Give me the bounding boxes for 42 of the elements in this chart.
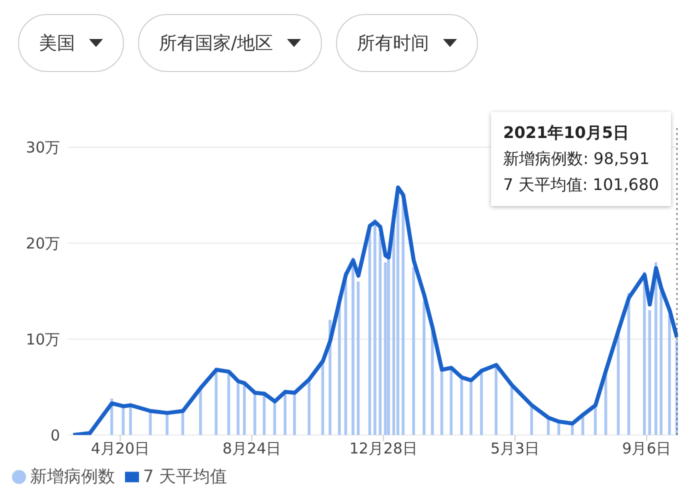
y-tick-label: 30万	[26, 138, 60, 157]
bar	[396, 186, 400, 435]
bar	[422, 300, 426, 435]
bar	[570, 424, 574, 435]
annotation: 7 天平均值: 101,680	[503, 174, 659, 196]
bar	[668, 315, 671, 435]
bar	[293, 394, 296, 435]
x-tick-label: 12月28日	[349, 440, 418, 458]
y-tick-label: 10万	[26, 330, 60, 348]
bar	[148, 412, 152, 435]
bar	[470, 382, 472, 435]
bar	[460, 379, 464, 435]
annotation: 2021年10月5日	[503, 122, 630, 144]
bar	[654, 262, 658, 435]
bar	[530, 407, 534, 435]
bar	[352, 258, 354, 435]
x-tick-label: 9月6日	[622, 440, 672, 458]
bar	[402, 200, 405, 435]
bar	[412, 267, 415, 435]
bar	[374, 219, 376, 435]
bar	[480, 368, 483, 435]
y-tick-label: 20万	[26, 234, 60, 252]
bar	[648, 310, 652, 435]
bar	[378, 234, 382, 435]
bar	[166, 414, 168, 435]
bar	[643, 272, 646, 435]
bar	[387, 252, 390, 435]
x-tick-label: 4月20日	[90, 440, 150, 458]
bar	[338, 296, 341, 435]
x-tick-label: 8月24日	[222, 440, 282, 458]
bar	[660, 291, 663, 435]
dropdown-button: 所有时间	[336, 14, 478, 72]
dropdown-button: 美国	[18, 14, 124, 72]
y-tick-label: 0	[50, 426, 60, 444]
bar	[308, 377, 311, 435]
bar	[242, 384, 246, 435]
annotation: 新增病例数: 98,591	[503, 148, 651, 170]
dropdown-button: 所有国家/地区	[138, 14, 322, 72]
legend-label: 新增病例数	[30, 467, 115, 487]
bar	[430, 331, 434, 435]
x-tick-label: 5月3日	[490, 440, 540, 458]
legend-label: 7 天平均值	[143, 467, 228, 487]
